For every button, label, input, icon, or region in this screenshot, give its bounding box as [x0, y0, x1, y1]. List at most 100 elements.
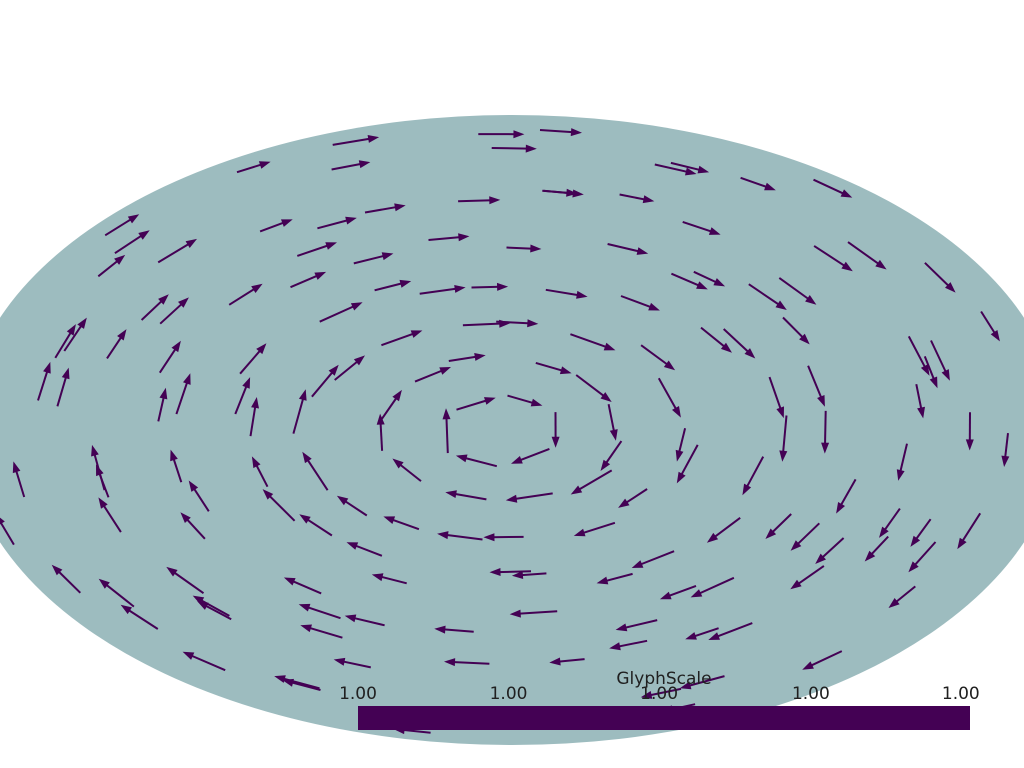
arrow-glyph — [723, 328, 756, 359]
arrow-glyph — [679, 675, 725, 690]
arrow-glyph — [685, 627, 719, 640]
arrow-glyph — [491, 144, 537, 153]
arrow-glyph — [790, 565, 825, 590]
arrow-glyph — [690, 576, 735, 598]
arrow-glyph — [346, 542, 383, 557]
arrow-glyph — [670, 161, 710, 174]
arrow-glyph — [0, 517, 15, 546]
arrow-glyph — [331, 160, 371, 171]
arrow-glyph — [511, 571, 547, 579]
arrow-glyph — [836, 478, 857, 514]
arrow-glyph — [414, 367, 451, 383]
arrow-glyph — [609, 639, 648, 651]
arrow-glyph — [444, 658, 490, 667]
arrow-glyph — [864, 535, 889, 562]
arrow-glyph — [511, 447, 550, 464]
arrow-glyph — [262, 489, 296, 522]
arrow-glyph — [140, 294, 169, 321]
arrow-glyph — [570, 333, 616, 351]
arrow-glyph — [535, 361, 572, 375]
arrow-glyph — [807, 365, 825, 407]
arrow-glyph — [489, 568, 532, 576]
arrow-glyph — [442, 408, 451, 454]
arrow-glyph — [236, 161, 271, 174]
arrow-glyph — [437, 531, 483, 541]
scalar-bar-tick-label: 1.00 — [640, 684, 679, 704]
arrow-glyph — [311, 364, 339, 398]
arrow-glyph — [682, 220, 721, 235]
arrow-glyph — [456, 397, 496, 411]
arrow-glyph — [965, 412, 974, 451]
arrow-glyph — [575, 374, 612, 402]
arrow-glyph — [821, 410, 830, 454]
arrow-glyph — [428, 233, 470, 242]
arrow-glyph — [813, 245, 853, 272]
arrow-glyph — [924, 262, 956, 293]
arrow-glyph — [675, 427, 687, 462]
arrow-glyph — [192, 595, 230, 617]
arrow-glyph — [549, 657, 585, 666]
arrow-glyph — [815, 537, 845, 564]
arrow-glyph — [570, 469, 613, 495]
arrow-glyph — [56, 367, 70, 407]
arrow-glyph — [631, 550, 675, 568]
arrow-glyph — [274, 675, 320, 690]
arrow-glyph — [114, 230, 150, 255]
arrow-glyph — [157, 387, 168, 422]
arrow-glyph — [97, 254, 126, 278]
arrow-glyph — [573, 521, 616, 537]
arrow-glyph — [657, 377, 681, 418]
arrow-glyph — [12, 461, 26, 498]
arrow-glyph — [618, 488, 648, 508]
arrow-glyph — [292, 389, 307, 434]
arrow-glyph — [706, 516, 741, 543]
arrow-glyph — [802, 650, 843, 670]
arrow-glyph — [376, 413, 385, 451]
arrow-glyph — [615, 619, 658, 632]
arrow-glyph — [742, 456, 765, 496]
arrow-glyph — [120, 604, 159, 630]
arrow-glyph — [106, 329, 127, 359]
arrow-glyph — [1001, 432, 1010, 467]
arrow-glyph — [448, 353, 486, 362]
arrow-glyph — [344, 614, 385, 627]
scalar-bar-tick-label: 1.00 — [941, 684, 980, 704]
arrow-glyph — [445, 490, 487, 501]
arrow-glyph — [700, 326, 732, 353]
arrow-glyph — [478, 130, 525, 139]
scalar-bar-color-swatch — [358, 706, 970, 730]
arrow-glyph — [640, 344, 676, 371]
arrow-glyph — [539, 128, 582, 137]
arrow-glyph — [353, 252, 394, 265]
arrow-glyph — [620, 295, 660, 311]
arrow-glyph — [170, 449, 183, 483]
arrow-glyph — [175, 373, 191, 415]
arrow-glyph — [434, 625, 474, 634]
arrow-glyph — [607, 243, 649, 255]
arrow-glyph — [790, 522, 820, 551]
arrow-glyph — [619, 193, 655, 204]
arrow-glyph — [910, 518, 932, 547]
arrow-glyph — [54, 324, 76, 359]
arrow-glyph — [543, 189, 584, 198]
arrow-glyph — [740, 176, 776, 191]
arrow-glyph — [813, 178, 853, 198]
arrow-glyph — [483, 533, 524, 542]
arrow-glyph — [506, 244, 542, 253]
arrow-glyph — [509, 609, 558, 618]
arrow-glyph — [607, 404, 618, 441]
arrow-glyph — [458, 196, 501, 205]
arrow-glyph — [957, 512, 982, 550]
arrow-glyph — [91, 444, 106, 491]
arrow-glyph — [908, 541, 937, 573]
arrow-glyph — [980, 310, 1000, 342]
arrow-glyph — [98, 578, 135, 608]
arrow-glyph — [419, 285, 466, 295]
arrow-glyph — [392, 458, 422, 482]
arrow-glyph — [283, 577, 322, 595]
arrow-glyph — [779, 415, 788, 462]
arrow-glyph — [600, 440, 623, 471]
arrow-glyph — [333, 657, 372, 669]
arrow-glyph — [381, 330, 423, 347]
